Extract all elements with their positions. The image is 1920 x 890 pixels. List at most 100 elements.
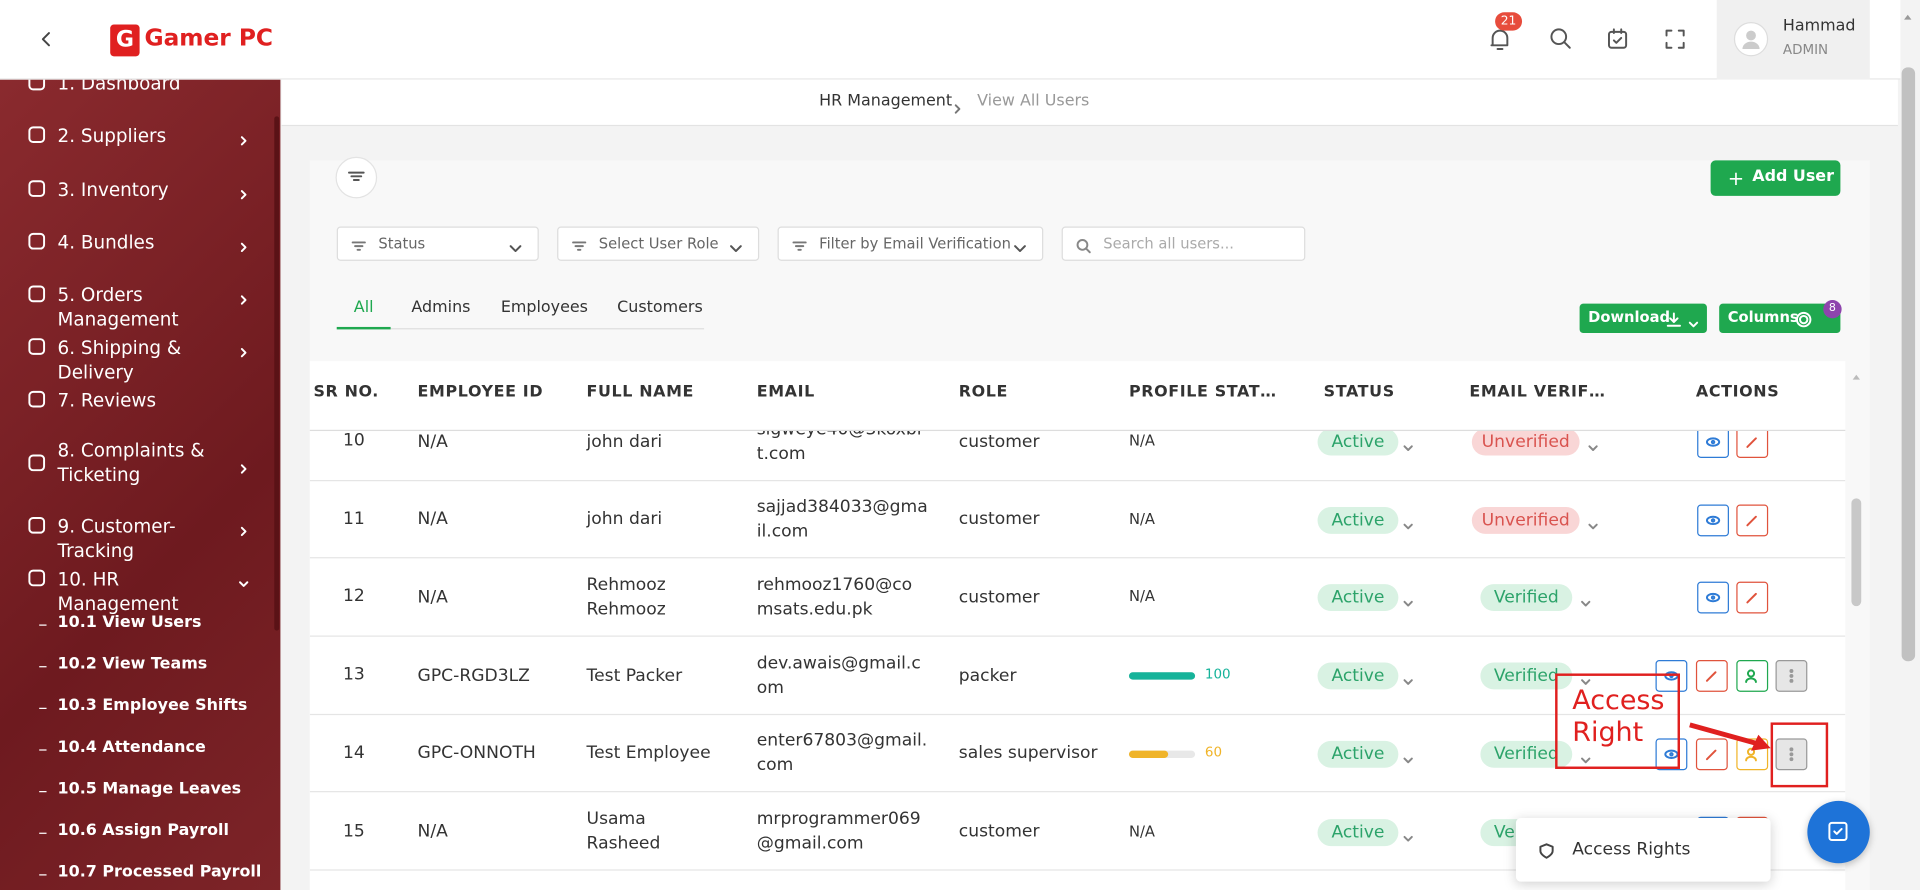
cell-email: enter67803@gmail.com xyxy=(756,731,928,776)
icon-part xyxy=(1403,523,1413,529)
search-icon[interactable] xyxy=(1549,27,1573,56)
annotation-label: Access Right xyxy=(1572,685,1665,749)
cell-sr: 12 xyxy=(342,587,365,607)
sidebar-item[interactable]: 5. Orders Management xyxy=(0,272,277,331)
sidebar-label: 5. Orders Management xyxy=(57,284,179,331)
verification-pill[interactable]: Unverified xyxy=(1471,431,1580,456)
icon xyxy=(572,241,587,251)
view-button[interactable] xyxy=(1655,738,1688,770)
edit-button[interactable] xyxy=(1736,504,1769,536)
menu-item[interactable]: Access Rights xyxy=(1516,818,1771,882)
icon xyxy=(1705,671,1717,682)
icon-part xyxy=(509,245,522,253)
sidebar-item[interactable]: 1. Dashboard xyxy=(0,79,277,104)
annotation-arrow xyxy=(1680,710,1778,764)
filter-dropdown[interactable]: Status xyxy=(336,226,539,261)
filter-toggle[interactable] xyxy=(335,156,378,199)
edit-button[interactable] xyxy=(1736,582,1769,614)
verification-pill[interactable]: Unverified xyxy=(1471,506,1580,534)
icon xyxy=(1490,29,1509,50)
status-pill[interactable]: Active xyxy=(1317,818,1399,846)
sidebar-item[interactable]: 2. Suppliers xyxy=(0,113,277,157)
icon xyxy=(1403,679,1413,685)
icon-part xyxy=(1403,679,1413,685)
tab[interactable]: Admins xyxy=(411,291,470,329)
more-button[interactable] xyxy=(1775,738,1808,770)
sidebar-subitem[interactable]: 10.6 Assign Payroll xyxy=(0,816,277,850)
table-row: 12 N/A Rehmooz Rehmooz rehmooz1760@comsats.… xyxy=(309,559,1846,637)
edit-button[interactable] xyxy=(1695,660,1728,692)
sidebar-item[interactable]: 10. HR Management xyxy=(0,556,277,615)
floating-button[interactable] xyxy=(1807,800,1870,864)
filter-label: Filter by Email Verification xyxy=(819,235,1011,253)
cell-employee-id: GPC-ONNOTH xyxy=(417,743,536,764)
icon-part xyxy=(1588,445,1598,451)
search-input[interactable]: Search all users... xyxy=(1061,226,1306,261)
tab[interactable]: Customers xyxy=(617,291,703,329)
cell-email: sajjad384033@gmail.com xyxy=(756,497,928,542)
sidebar-subitem[interactable]: 10.3 Employee Shifts xyxy=(0,691,277,725)
status-pill[interactable]: Active xyxy=(1317,431,1399,456)
view-button[interactable] xyxy=(1655,660,1688,692)
icon xyxy=(1076,239,1091,254)
columns-icon xyxy=(1795,310,1812,333)
sidebar-subitem[interactable]: 10.2 View Teams xyxy=(0,649,277,683)
filter-dropdown[interactable]: Filter by Email Verification xyxy=(777,226,1044,261)
brand: Gamer PC xyxy=(144,24,274,52)
column-header: FULL NAME xyxy=(586,383,695,402)
sidebar-subitem[interactable]: 10.1 View Users xyxy=(0,607,277,641)
view-button[interactable] xyxy=(1697,504,1729,536)
filter-dropdown[interactable]: Select User Role xyxy=(557,226,760,261)
table-scroll-up xyxy=(1850,364,1862,387)
dropdown-menu: Access Rights xyxy=(1515,817,1771,882)
download-button[interactable]: Download xyxy=(1579,303,1707,334)
status-chevron xyxy=(1402,514,1414,537)
status-pill[interactable]: Active xyxy=(1317,584,1399,612)
view-button[interactable] xyxy=(1697,582,1729,614)
tab[interactable]: All xyxy=(336,291,391,330)
edit-button[interactable] xyxy=(1736,431,1769,458)
sidebar-item[interactable]: 9. Customer-Tracking xyxy=(0,503,277,562)
breadcrumb-link[interactable]: HR Management xyxy=(819,91,953,111)
back-button[interactable] xyxy=(34,27,58,56)
sidebar-subitem[interactable]: 10.7 Processed Payroll xyxy=(0,857,277,890)
table-row: 13 GPC-RGD3LZ Test Packer dev.awais@gmail.c… xyxy=(309,637,1846,715)
sub-dash xyxy=(39,666,47,668)
cell-email: sigweye40@3koxbit.com xyxy=(756,431,922,464)
sidebar-item[interactable]: 7. Reviews xyxy=(0,377,277,421)
logo-glyph: G xyxy=(115,26,134,53)
sidebar-subitem[interactable]: 10.5 Manage Leaves xyxy=(0,774,277,808)
calendar-icon[interactable] xyxy=(1605,27,1629,56)
sidebar-label: 6. Shipping & Delivery xyxy=(57,336,182,384)
status-pill[interactable]: Active xyxy=(1317,740,1399,768)
icon xyxy=(240,136,247,146)
view-button[interactable] xyxy=(1697,431,1729,458)
user-panel[interactable]: Hammad ADMIN xyxy=(1716,0,1870,80)
verification-pill[interactable]: Verified xyxy=(1480,584,1573,612)
sidebar-subitem[interactable]: 10.4 Attendance xyxy=(0,732,277,766)
sidebar-item[interactable]: 4. Bundles xyxy=(0,219,277,263)
icon xyxy=(1014,245,1026,253)
icon xyxy=(1664,749,1679,759)
sidebar-item[interactable]: 3. Inventory xyxy=(0,167,277,211)
fullscreen-icon[interactable] xyxy=(1663,27,1687,56)
bell-icon[interactable] xyxy=(1488,26,1512,58)
sidebar-item[interactable]: 8. Complaints & Ticketing xyxy=(0,440,277,486)
status-pill[interactable]: Active xyxy=(1317,662,1399,690)
icon xyxy=(1745,669,1757,684)
edit-button[interactable] xyxy=(1695,738,1728,770)
icon xyxy=(1550,28,1571,49)
sidebar-icon xyxy=(27,337,47,357)
icon-part xyxy=(1746,593,1757,604)
sidebar-item[interactable]: 6. Shipping & Delivery xyxy=(0,324,277,383)
icon xyxy=(348,171,365,181)
search-placeholder: Search all users... xyxy=(1103,235,1234,253)
tab[interactable]: Employees xyxy=(501,291,588,329)
more-button[interactable] xyxy=(1775,660,1808,692)
cell-email: dev.awais@gmail.com xyxy=(756,653,921,698)
columns-button[interactable]: Columns xyxy=(1719,303,1841,334)
access-button[interactable] xyxy=(1736,660,1769,692)
cell-profile: N/A xyxy=(1128,432,1155,450)
add-user-button[interactable]: + Add User xyxy=(1710,160,1841,196)
status-pill[interactable]: Active xyxy=(1317,506,1399,534)
